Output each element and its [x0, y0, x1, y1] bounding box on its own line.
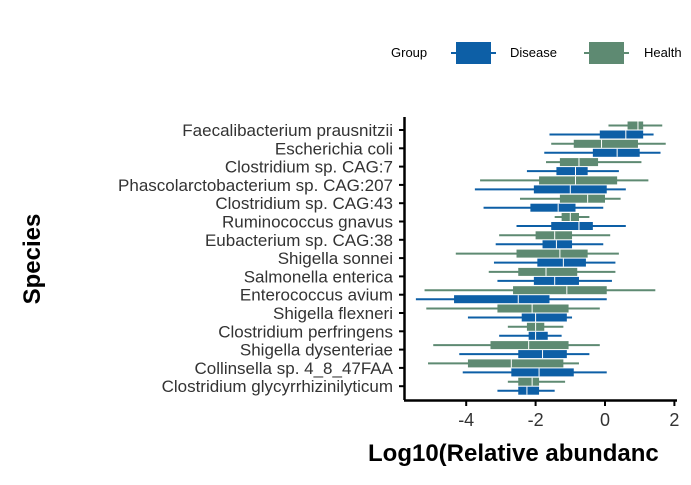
legend-label: Health — [644, 45, 682, 60]
plot-area — [415, 121, 666, 395]
legend-title: Group — [391, 45, 427, 60]
category-label: Eubacterium sp. CAG:38 — [205, 231, 393, 250]
box — [530, 203, 576, 212]
category-label: Enterococcus avium — [240, 286, 393, 305]
x-axis-label: Log10(Relative abundanc — [368, 440, 659, 467]
category-label: Clostridium sp. CAG:43 — [215, 194, 393, 213]
legend-key — [456, 42, 491, 64]
box — [518, 386, 540, 395]
category-label: Clostridium sp. CAG:7 — [225, 158, 393, 177]
category-label: Ruminococcus gnavus — [222, 213, 393, 232]
y-axis: Faecalibacterium prausnitziiEscherichia … — [118, 117, 406, 400]
box — [490, 341, 569, 350]
box — [467, 359, 564, 368]
x-tick-label: -2 — [528, 410, 544, 430]
box — [518, 267, 578, 276]
legend-label: Disease — [510, 45, 557, 60]
box — [592, 148, 640, 157]
category-label: Phascolarctobacterium sp. CAG:207 — [118, 176, 393, 195]
box — [627, 121, 644, 130]
legend-key — [589, 42, 624, 64]
box — [559, 194, 605, 203]
box — [537, 258, 586, 267]
category-label: Clostridium glycyrrhizinilyticum — [162, 377, 393, 396]
box — [573, 139, 638, 148]
box — [551, 222, 593, 230]
box — [521, 313, 567, 322]
series-disease — [415, 130, 661, 395]
box — [535, 231, 573, 240]
box — [511, 368, 574, 377]
box — [497, 304, 569, 313]
series-health — [424, 121, 666, 386]
box — [513, 286, 607, 295]
x-tick-label: 0 — [600, 410, 610, 430]
legend: Group Disease Health — [391, 42, 682, 64]
box — [542, 240, 573, 249]
category-label: Salmonella enterica — [244, 267, 394, 286]
box — [516, 249, 588, 258]
legend-item-health: Health — [584, 42, 682, 64]
category-label: Collinsella sp. 4_8_47FAA — [195, 359, 394, 378]
x-axis: -4 -2 0 2 — [404, 399, 679, 430]
legend-item-disease: Disease — [451, 42, 557, 64]
box — [454, 295, 550, 304]
box — [599, 130, 644, 139]
y-axis-label: Species — [19, 214, 46, 305]
box — [518, 377, 540, 386]
category-label: Shigella sonnei — [278, 249, 393, 268]
category-label: Shigella dysenteriae — [240, 341, 393, 360]
box — [533, 276, 579, 285]
x-tick-label: 2 — [669, 410, 679, 430]
box — [539, 176, 618, 185]
category-label: Shigella flexneri — [273, 304, 393, 323]
x-tick-label: -4 — [458, 410, 474, 430]
box — [556, 167, 588, 176]
category-label: Escherichia coli — [275, 139, 393, 158]
box — [528, 331, 548, 340]
category-label: Faecalibacterium prausnitzii — [182, 121, 393, 140]
category-label: Clostridium perfringens — [218, 322, 393, 341]
